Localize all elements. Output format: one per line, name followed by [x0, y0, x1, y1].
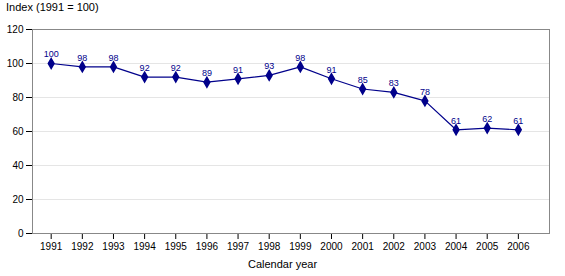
svg-text:98: 98	[77, 53, 87, 63]
svg-text:98: 98	[295, 53, 305, 63]
svg-text:61: 61	[451, 116, 461, 126]
svg-text:62: 62	[482, 114, 492, 124]
svg-text:1997: 1997	[227, 241, 250, 252]
svg-text:20: 20	[12, 194, 24, 205]
svg-text:78: 78	[420, 87, 430, 97]
svg-text:2005: 2005	[476, 241, 499, 252]
svg-text:2006: 2006	[507, 241, 530, 252]
svg-text:83: 83	[389, 78, 399, 88]
svg-text:1993: 1993	[102, 241, 125, 252]
svg-text:93: 93	[264, 61, 274, 71]
svg-text:1996: 1996	[196, 241, 219, 252]
svg-text:92: 92	[140, 63, 150, 73]
svg-text:2001: 2001	[352, 241, 375, 252]
svg-text:2004: 2004	[445, 241, 468, 252]
svg-text:2003: 2003	[414, 241, 437, 252]
svg-text:60: 60	[12, 126, 24, 137]
svg-text:1994: 1994	[133, 241, 156, 252]
svg-text:2002: 2002	[383, 241, 406, 252]
html-text:Index (1991 = 100): Index (1991 = 100)	[6, 1, 99, 13]
svg-text:80: 80	[12, 92, 24, 103]
svg-text:1998: 1998	[258, 241, 281, 252]
svg-text:40: 40	[12, 160, 24, 171]
html-text:Calendar year: Calendar year	[248, 258, 317, 270]
svg-text:1999: 1999	[289, 241, 312, 252]
svg-text:98: 98	[108, 53, 118, 63]
svg-text:61: 61	[513, 116, 523, 126]
svg-text:100: 100	[7, 58, 24, 69]
svg-text:92: 92	[171, 63, 181, 73]
svg-text:89: 89	[202, 68, 212, 78]
svg-text:2000: 2000	[320, 241, 343, 252]
svg-text:120: 120	[7, 24, 24, 35]
svg-text:1995: 1995	[165, 241, 188, 252]
svg-text:100: 100	[44, 49, 59, 59]
svg-text:85: 85	[358, 75, 368, 85]
svg-text:1991: 1991	[40, 241, 63, 252]
svg-text:1992: 1992	[71, 241, 94, 252]
svg-text:0: 0	[18, 228, 24, 239]
svg-text:91: 91	[233, 65, 243, 75]
svg-text:91: 91	[326, 65, 336, 75]
